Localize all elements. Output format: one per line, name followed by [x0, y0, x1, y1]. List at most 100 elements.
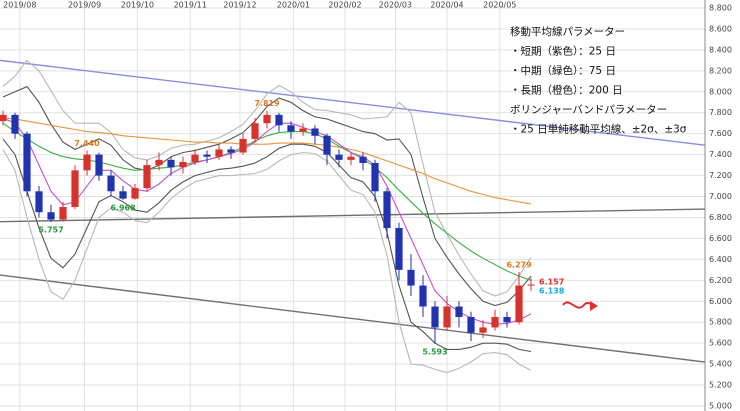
note-line: ボリンジャーバンドパラメーター: [510, 104, 667, 116]
candle-body: [299, 128, 307, 132]
y-tick-label: 6.400: [709, 255, 732, 264]
candle-body: [251, 123, 259, 139]
y-tick-label: 5.200: [709, 381, 732, 390]
price-annotation: 5.593: [422, 347, 447, 356]
note-line: 移動平均線パラメーター: [510, 25, 625, 38]
y-tick-label: 6.600: [709, 234, 732, 243]
line: [2, 117, 532, 205]
y-tick-label: 7.000: [709, 192, 732, 201]
candle-body: [443, 306, 451, 328]
trend-line: [0, 274, 706, 363]
y-tick-label: 8.600: [709, 24, 732, 33]
y-tick-label: 5.600: [709, 339, 732, 348]
candle-body: [419, 285, 427, 307]
x-tick-label: 2020/02: [328, 1, 361, 10]
line: [2, 149, 532, 374]
candle-body: [335, 154, 343, 160]
candle-body: [71, 170, 79, 207]
candle-body: [215, 149, 223, 157]
candle-body: [479, 327, 487, 333]
trend-line: [0, 59, 706, 146]
x-tick-label: 2019/11: [174, 1, 207, 10]
y-tick-label: 5.400: [709, 360, 732, 369]
candle-body: [263, 114, 271, 124]
y-tick-label: 7.800: [709, 108, 732, 117]
price-tag: 6.157: [539, 277, 564, 286]
candle-body: [395, 227, 403, 270]
candle-body: [83, 154, 91, 171]
price-annotation: 7.440: [74, 139, 100, 148]
line: [2, 85, 532, 307]
candle-body: [0, 114, 7, 122]
candle-body: [143, 165, 151, 189]
y-tick-label: 8.400: [709, 45, 732, 54]
y-tick-label: 6.800: [709, 213, 732, 222]
y-tick-label: 7.200: [709, 171, 732, 180]
y-tick-label: 8.800: [709, 4, 732, 13]
candle-body: [311, 128, 319, 136]
candle-body: [371, 163, 379, 192]
candle-body: [227, 149, 235, 153]
x-tick-label: 2019/10: [121, 1, 154, 10]
candle-body: [431, 306, 439, 328]
note-line: ・中期（緑色）：75 日: [510, 64, 616, 77]
price-annotation: 5.757: [38, 225, 63, 234]
candle-body: [503, 316, 511, 323]
candle-body: [11, 114, 19, 134]
x-tick-label: 2020/03: [379, 1, 412, 10]
candle-body: [59, 207, 67, 220]
candle-body: [191, 154, 199, 162]
y-tick-label: 6.000: [709, 297, 732, 306]
candle-body: [131, 188, 139, 199]
candle-body: [47, 212, 55, 220]
x-tick-label: 2019/12: [223, 1, 256, 10]
line: [2, 59, 532, 297]
x-tick-label: 2019/09: [68, 1, 101, 10]
candle-body: [239, 138, 247, 153]
candle-body: [107, 175, 115, 192]
y-tick-label: 7.600: [709, 129, 732, 138]
candle-body: [383, 191, 391, 228]
y-tick-label: 5.800: [709, 318, 732, 327]
price-annotation: 6.968: [110, 203, 136, 212]
candle-body: [527, 284, 535, 286]
note-line: ・25 日単純移動平均線、±2σ、±3σ: [510, 123, 687, 136]
line: [2, 138, 532, 353]
y-tick-label: 5.000: [709, 402, 732, 411]
x-tick-label: 2020/04: [430, 1, 463, 10]
candle-body: [167, 159, 175, 168]
candle-body: [179, 161, 187, 168]
candle-body: [407, 269, 415, 286]
note-line: ・長期（橙色）：200 日: [510, 84, 623, 97]
candle-body: [287, 125, 295, 132]
candle-body: [347, 156, 355, 160]
y-tick-label: 8.000: [709, 87, 732, 96]
candle-body: [467, 316, 475, 333]
candle-body: [203, 154, 211, 157]
note-line: ・短期（紫色）：25 日: [510, 45, 616, 58]
candle-body: [275, 114, 283, 126]
arrow-head: [590, 301, 598, 311]
x-tick-label: 2020/01: [277, 1, 310, 10]
candle-body: [119, 191, 127, 199]
y-tick-label: 7.400: [709, 150, 732, 159]
y-tick-label: 8.200: [709, 66, 732, 75]
candle-body: [23, 133, 31, 192]
candle-body: [455, 306, 463, 317]
price-annotation: 7.819: [254, 99, 280, 108]
price-tag: 6.138: [539, 286, 565, 295]
price-annotation: 6.279: [506, 261, 532, 270]
x-tick-label: 2019/08: [3, 1, 36, 10]
y-tick-label: 6.200: [709, 276, 732, 285]
candle-body: [491, 316, 499, 328]
candle-body: [515, 285, 523, 323]
notes: 移動平均線パラメーター・短期（紫色）：25 日・中期（緑色）：75 日・長期（橙…: [510, 25, 687, 136]
trend-line: [0, 208, 706, 223]
candle-body: [323, 135, 331, 155]
candle-body: [359, 156, 367, 164]
candle-body: [95, 154, 103, 176]
x-tick-label: 2020/05: [483, 1, 516, 10]
